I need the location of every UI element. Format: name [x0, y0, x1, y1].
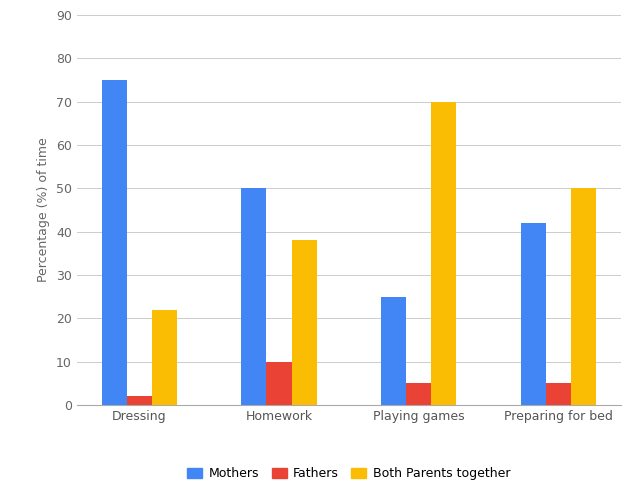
Y-axis label: Percentage (%) of time: Percentage (%) of time	[37, 137, 51, 283]
Bar	[520, 223, 546, 405]
Bar	[381, 297, 406, 405]
Bar	[102, 80, 127, 405]
Bar	[546, 383, 571, 405]
Bar	[406, 383, 431, 405]
Bar	[571, 188, 596, 405]
Legend: Mothers, Fathers, Both Parents together: Mothers, Fathers, Both Parents together	[182, 462, 515, 485]
Bar	[292, 240, 317, 405]
Bar	[266, 362, 292, 405]
Bar	[152, 310, 177, 405]
Bar	[241, 188, 266, 405]
Bar	[127, 396, 152, 405]
Bar	[431, 102, 456, 405]
